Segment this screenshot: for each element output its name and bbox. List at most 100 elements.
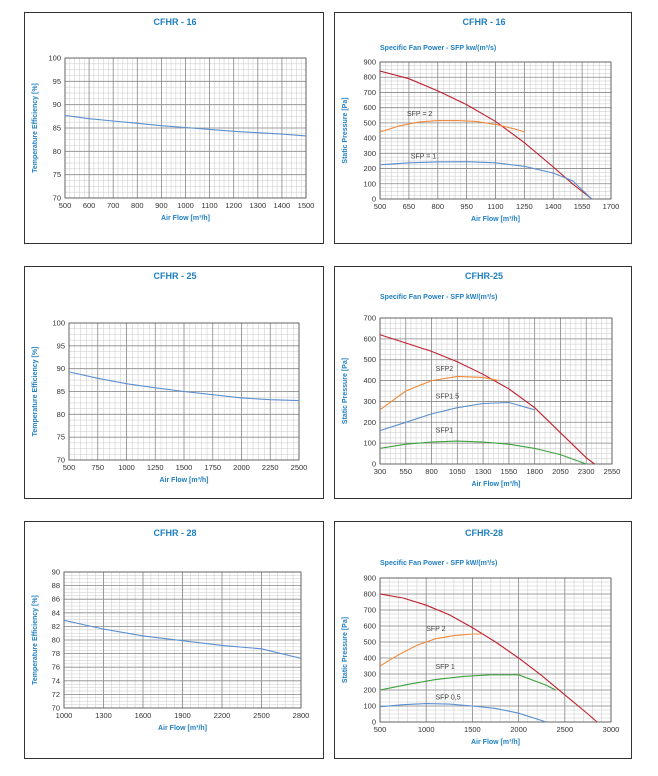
y-tick-label: 88 bbox=[52, 581, 60, 590]
x-tick-label: 1050 bbox=[449, 467, 466, 476]
x-tick-label: 1300 bbox=[249, 201, 266, 210]
y-tick-label: 700 bbox=[363, 314, 376, 323]
panel-cfhr16-sfp: CFHR - 16 Specific Fan Power - SFP kw/(m³… bbox=[334, 12, 632, 244]
plot-frame bbox=[64, 57, 307, 199]
chart-title: CFHR - 25 bbox=[153, 271, 196, 281]
chart-title: CFHR-28 bbox=[465, 528, 503, 538]
panel-cfhr25-sfp: CFHR-25 Specific Fan Power - SFP kW/(m³/s… bbox=[334, 266, 632, 499]
y-tick-label: 500 bbox=[363, 118, 376, 127]
y-tick-label: 300 bbox=[363, 670, 376, 679]
x-tick-label: 800 bbox=[431, 202, 444, 211]
curve-label: SFP1.5 bbox=[436, 393, 459, 400]
x-tick-label: 900 bbox=[155, 201, 168, 210]
y-axis-label: Temperature Efficiency [%] bbox=[32, 83, 39, 173]
x-tick-label: 500 bbox=[374, 725, 387, 734]
x-axis-label: Air Flow [m³/h] bbox=[472, 481, 521, 488]
x-tick-label: 950 bbox=[460, 202, 473, 211]
x-tick-label: 1800 bbox=[526, 467, 543, 476]
chart-subtitle: Specific Fan Power - SFP kw/(m³/s) bbox=[380, 45, 496, 52]
x-tick-label: 650 bbox=[403, 202, 416, 211]
curve-label: SFP = 1 bbox=[411, 154, 436, 161]
y-tick-label: 800 bbox=[363, 590, 376, 599]
series-line-1 bbox=[379, 633, 482, 667]
x-tick-label: 1500 bbox=[176, 463, 193, 472]
plot-frame bbox=[68, 322, 300, 461]
series-line-0 bbox=[379, 593, 598, 723]
y-tick-label: 72 bbox=[52, 690, 60, 699]
x-tick-label: 800 bbox=[131, 201, 144, 210]
x-axis-label: Air Flow [m³/h] bbox=[160, 477, 209, 484]
x-tick-label: 1600 bbox=[135, 711, 152, 720]
panel-cfhr25-efficiency: CFHR - 25 500 750 1000 1250 1500 1750 2000 2250 2… bbox=[24, 266, 324, 499]
curve-label: SFP1 bbox=[436, 428, 454, 435]
y-tick-label: 300 bbox=[363, 149, 376, 158]
x-tick-label: 1400 bbox=[545, 202, 562, 211]
series-line-1 bbox=[379, 120, 525, 133]
y-tick-label: 300 bbox=[363, 397, 376, 406]
y-tick-label: 400 bbox=[363, 134, 376, 143]
x-tick-label: 2550 bbox=[604, 467, 621, 476]
y-tick-label: 400 bbox=[363, 654, 376, 663]
cfhr25-sfp-svg: CFHR-25 Specific Fan Power - SFP kW/(m³/s… bbox=[342, 271, 621, 488]
y-tick-label: 600 bbox=[363, 103, 376, 112]
x-tick-label: 1100 bbox=[487, 202, 503, 211]
minor-grid bbox=[379, 317, 613, 465]
cfhr16-sfp-svg: CFHR - 16 Specific Fan Power - SFP kw/(m³… bbox=[342, 17, 619, 223]
x-tick-label: 3000 bbox=[603, 725, 620, 734]
chart-title: CFHR-25 bbox=[465, 271, 503, 281]
x-tick-label: 800 bbox=[425, 467, 438, 476]
x-tick-label: 1550 bbox=[501, 467, 518, 476]
series-line-0 bbox=[379, 334, 595, 465]
series-line-1 bbox=[379, 375, 499, 411]
x-tick-label: 1300 bbox=[475, 467, 492, 476]
y-tick-label: 800 bbox=[363, 73, 376, 82]
chart-title: CFHR - 16 bbox=[462, 17, 505, 27]
y-axis-label: Static Pressure [Pa] bbox=[342, 617, 349, 683]
y-tick-label: 0 bbox=[372, 718, 376, 727]
y-tick-label: 85 bbox=[53, 124, 61, 133]
y-tick-label: 80 bbox=[52, 636, 60, 645]
series-line-2 bbox=[379, 674, 556, 691]
y-tick-label: 200 bbox=[363, 164, 376, 173]
x-tick-label: 500 bbox=[374, 202, 387, 211]
cfhr16-eff-svg: CFHR - 16 500 600 700 800 900 1000 1100 1200 1300… bbox=[32, 17, 314, 222]
y-tick-label: 86 bbox=[52, 595, 60, 604]
y-axis-label: Temperature Efficiency [%] bbox=[32, 347, 39, 437]
x-tick-label: 1400 bbox=[274, 201, 291, 210]
y-tick-label: 100 bbox=[363, 439, 376, 448]
x-tick-label: 1250 bbox=[516, 202, 533, 211]
x-tick-label: 1000 bbox=[418, 725, 435, 734]
curve-label: SFP 2 bbox=[426, 626, 445, 633]
y-tick-label: 80 bbox=[57, 410, 65, 419]
x-tick-label: 2000 bbox=[233, 463, 250, 472]
x-tick-label: 600 bbox=[83, 201, 96, 210]
series-line-3 bbox=[379, 703, 547, 723]
x-axis-label: Air Flow [m³/h] bbox=[471, 739, 520, 746]
x-tick-label: 2000 bbox=[510, 725, 527, 734]
cfhr28-eff-svg: CFHR - 28 1000 1300 1600 1900 2200 2500 2800 70 7… bbox=[32, 528, 309, 732]
y-tick-label: 82 bbox=[52, 622, 60, 631]
plot-frame bbox=[379, 577, 612, 723]
y-tick-label: 100 bbox=[48, 54, 61, 63]
y-tick-label: 0 bbox=[372, 195, 376, 204]
y-tick-label: 100 bbox=[363, 702, 376, 711]
y-tick-label: 70 bbox=[53, 194, 61, 203]
y-tick-label: 700 bbox=[363, 606, 376, 615]
x-tick-label: 1100 bbox=[202, 201, 218, 210]
x-tick-label: 1200 bbox=[225, 201, 242, 210]
y-tick-label: 90 bbox=[53, 100, 61, 109]
series-line-3 bbox=[379, 440, 587, 465]
x-tick-label: 1250 bbox=[147, 463, 164, 472]
y-tick-label: 76 bbox=[52, 663, 60, 672]
cfhr28-sfp-svg: CFHR-28 Specific Fan Power - SFP kW/(m³/s… bbox=[342, 528, 620, 746]
y-tick-label: 700 bbox=[363, 88, 376, 97]
y-axis-label: Static Pressure [Pa] bbox=[342, 97, 349, 163]
y-tick-label: 100 bbox=[363, 179, 376, 188]
x-tick-label: 1500 bbox=[464, 725, 481, 734]
x-tick-label: 750 bbox=[91, 463, 104, 472]
x-tick-label: 500 bbox=[63, 463, 76, 472]
minor-grid bbox=[379, 577, 612, 723]
y-tick-label: 100 bbox=[52, 319, 65, 328]
y-tick-label: 500 bbox=[363, 638, 376, 647]
series-line-2 bbox=[379, 161, 593, 200]
